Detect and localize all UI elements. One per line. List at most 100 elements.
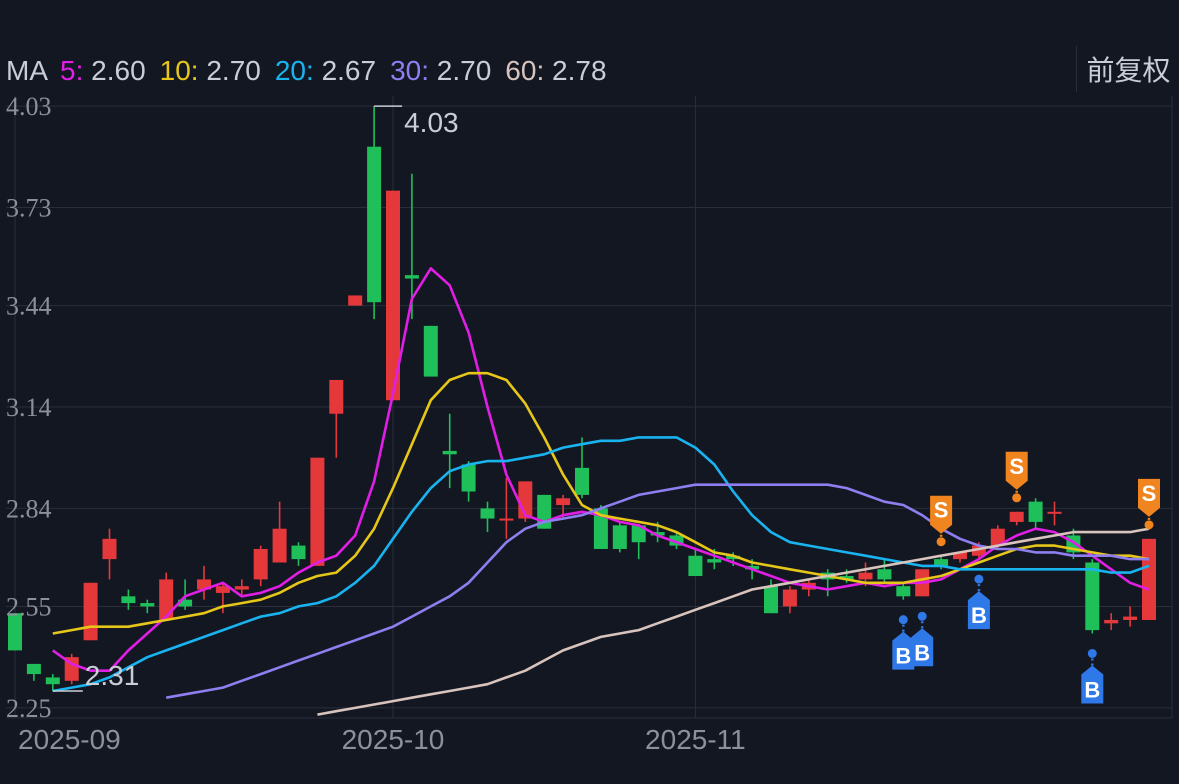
candle (1047, 501, 1062, 526)
candle (404, 173, 419, 320)
legend-value: 2.78 (544, 55, 607, 86)
candle-body (253, 548, 268, 580)
legend-key: 20: (274, 55, 314, 86)
candle (782, 586, 797, 614)
buy-marker: B (892, 615, 915, 670)
candle (461, 461, 476, 502)
moving-average-lines (52, 267, 1150, 716)
x-axis: 2025-09 2025-10 2025-11 (18, 724, 746, 755)
candle-body (499, 518, 514, 521)
candle (688, 548, 703, 577)
candle-body (140, 603, 155, 607)
candle-body (1047, 511, 1062, 514)
ma-line-60 (317, 527, 1150, 716)
candle (367, 106, 382, 320)
candle (820, 569, 835, 597)
candle-body (215, 586, 230, 593)
price-adjust-button[interactable]: 前复权 (1076, 46, 1179, 92)
candle (1104, 613, 1119, 631)
x-tick-label: 2025-09 (18, 724, 121, 755)
marker-label: S (1142, 481, 1157, 506)
marker-tag (1138, 478, 1160, 517)
candle-body (8, 613, 22, 651)
candle (1028, 498, 1043, 529)
candle (1085, 559, 1100, 634)
candle (612, 521, 627, 553)
candle (8, 613, 22, 651)
candle (329, 379, 344, 458)
candle-body (745, 565, 760, 570)
candles (8, 106, 1156, 691)
buy-marker: B (967, 574, 990, 630)
marker-label: S (934, 498, 949, 523)
candle-body (575, 467, 589, 495)
legend-key: 5: (60, 55, 84, 86)
candle-body (310, 457, 325, 566)
marker-label: B (971, 603, 987, 628)
candle-body (367, 146, 382, 303)
grid-lines (6, 96, 1173, 719)
candle-body (64, 657, 79, 681)
candle-body (896, 586, 911, 597)
marker-tag (1081, 665, 1104, 704)
candle (64, 653, 79, 685)
marker-dot (1087, 648, 1097, 658)
candle-body (234, 586, 249, 590)
candle-body (1028, 501, 1043, 522)
legend-key: 60: (505, 55, 545, 86)
candle (121, 589, 136, 610)
sell-marker: S (1138, 478, 1160, 530)
candle (593, 505, 608, 549)
candle (215, 582, 230, 614)
candle-body (480, 508, 495, 519)
candle (669, 532, 684, 549)
candle-body (329, 379, 344, 414)
candle-body (272, 528, 287, 563)
candle (423, 325, 438, 377)
candle-body (764, 586, 778, 614)
max-label: 4.03 (404, 107, 459, 138)
sell-marker: S (1005, 451, 1028, 503)
candle (159, 572, 174, 620)
candle-body (178, 599, 193, 607)
candle (877, 559, 892, 583)
candle (140, 599, 155, 614)
candle (953, 552, 967, 563)
y-tick-label: 3.44 (6, 292, 52, 321)
marker-label: B (1084, 677, 1100, 702)
candle-body (461, 464, 476, 492)
x-tick-label: 2025-10 (342, 724, 445, 755)
candle-body (1123, 616, 1138, 620)
legend-value: 2.67 (313, 55, 377, 86)
candle-body (1009, 511, 1024, 522)
y-tick-label: 3.14 (6, 393, 52, 422)
x-tick-label: 2025-11 (645, 724, 746, 755)
marker-tag (930, 495, 953, 534)
candle-body (1142, 538, 1156, 620)
candle (480, 501, 495, 533)
candle-body (707, 559, 722, 563)
candle-body (839, 576, 854, 580)
legend-item-ma30: 30: 2.70 (390, 55, 491, 87)
candle-body (1085, 562, 1100, 631)
candle-body (386, 190, 400, 401)
candle-body (688, 555, 703, 577)
candle (442, 413, 457, 489)
marker-dot (936, 537, 946, 547)
legend-item-ma5: 5: 2.60 (60, 55, 146, 87)
y-tick-label: 2.55 (6, 592, 52, 621)
ma-line-10 (52, 371, 1150, 635)
min-label: 2.31 (85, 660, 140, 691)
candle (45, 674, 60, 691)
legend-value: 2.70 (429, 55, 492, 86)
ma-legend: MA 5: 2.60 10: 2.70 20: 2.67 30: 2.70 60: 2.… (6, 54, 621, 88)
candle (499, 477, 514, 539)
candle (1009, 511, 1024, 526)
legend-key: 30: (390, 55, 430, 86)
extreme-annotations: 4.03 2.31 (52, 105, 459, 692)
candle-body (669, 535, 684, 546)
marker-dot (917, 611, 927, 621)
candle-body (291, 545, 306, 560)
